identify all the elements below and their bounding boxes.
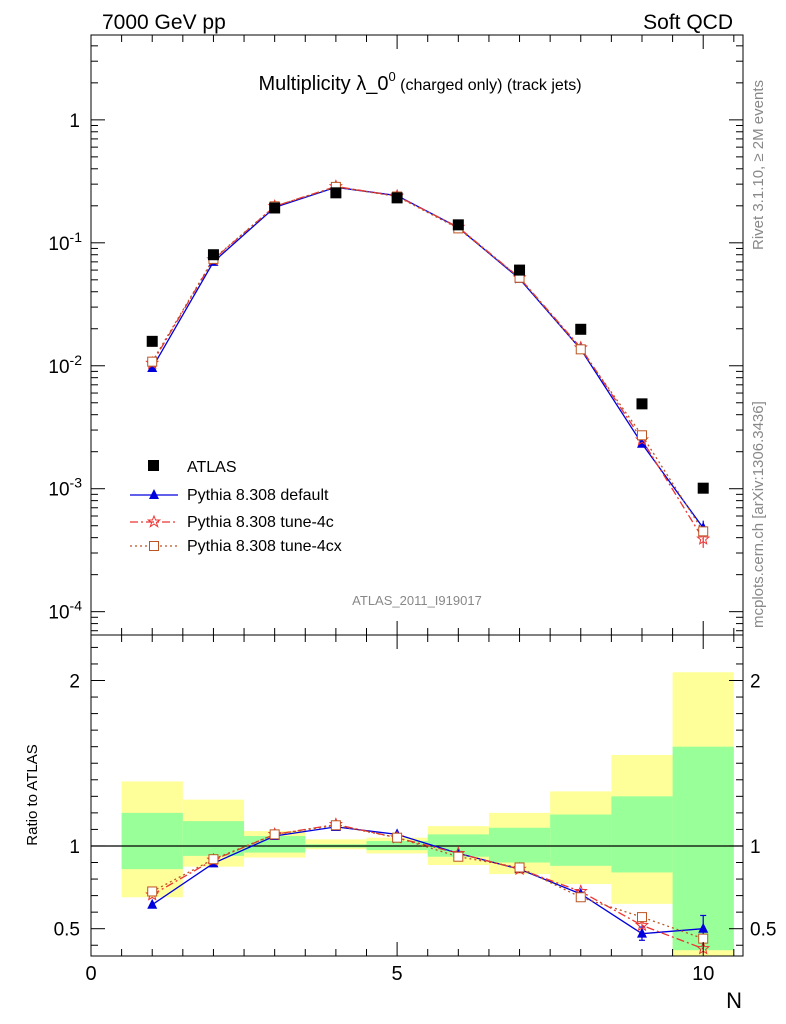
band-inner — [550, 814, 612, 866]
ratio-point-tune4cx — [147, 886, 158, 897]
legend-label-atlas: ATLAS — [187, 459, 237, 476]
band-inner — [182, 821, 245, 856]
ratio-point-tune4cx — [698, 933, 709, 944]
ratio-y-label: Ratio to ATLAS — [24, 744, 41, 845]
y-tick-label: 10-3 — [48, 475, 82, 501]
main-line-tune4cx — [151, 186, 704, 532]
y-tick-label: 10-2 — [48, 352, 82, 378]
legend-label-tune4cx: Pythia 8.308 tune-4cx — [187, 538, 342, 555]
main-axis: 10-4 10-3 10-2 10-1 1 — [48, 35, 743, 635]
main-plot-area — [145, 179, 711, 548]
ratio-panel: 0.5 0.5 1 1 2 2 0 5 10 Ratio to ATLAS N — [24, 634, 776, 1013]
legend-marker-default — [149, 489, 159, 499]
main-point-atlas — [636, 398, 648, 410]
ratio-plot-area — [91, 672, 743, 956]
y-tick-label-right: 2 — [750, 672, 761, 693]
y-tick-label: 1 — [69, 111, 80, 132]
ratio-point-tune4cx — [208, 854, 219, 865]
plot-title: Multiplicity λ_00 (charged only) (track … — [258, 69, 581, 95]
ratio-line-tune4cx — [151, 824, 704, 940]
y-tick-label: 10-1 — [48, 229, 82, 255]
main-point-tune4cx — [575, 344, 586, 355]
ratio-point-default — [147, 898, 158, 909]
ratio-point-tune4cx — [269, 829, 280, 840]
ratio-point-tune4c — [635, 918, 649, 932]
y-tick-label: 1 — [69, 837, 80, 858]
y-tick-label-right: 0.5 — [750, 920, 776, 941]
legend-marker-tune4cx — [149, 541, 159, 551]
x-tick-label: 10 — [692, 963, 714, 985]
y-tick-label-right: 1 — [750, 837, 761, 858]
main-point-tune4cx — [698, 526, 709, 537]
ratio-line-default — [151, 826, 704, 935]
plot-title-sup: 0 — [388, 69, 395, 84]
legend: ATLAS Pythia 8.308 default Pythia 8.308 … — [130, 459, 342, 555]
beam-label: 7000 GeV pp — [102, 11, 226, 34]
band-inner — [611, 796, 673, 873]
y-tick-label: 2 — [69, 672, 80, 693]
ratio-point-tune4cx — [453, 851, 464, 862]
main-point-tune4cx — [147, 356, 158, 367]
mcplots-label: mcplots.cern.ch [arXiv:1306.3436] — [750, 401, 767, 628]
main-point-atlas — [452, 219, 464, 231]
rivet-label: Rivet 3.1.10, ≥ 2M events — [750, 80, 767, 250]
band-inner — [488, 827, 551, 863]
main-point-atlas — [391, 192, 403, 204]
main-panel: 10-4 10-3 10-2 10-1 1 Multiplicity λ_00 (cha… — [48, 34, 744, 636]
legend-marker-tune4c — [146, 514, 162, 528]
band-inner — [121, 812, 183, 870]
y-tick-label: 10-4 — [48, 598, 82, 624]
ratio-axis: 0.5 0.5 1 1 2 2 0 5 10 — [54, 635, 776, 985]
x-tick-label: 5 — [392, 963, 403, 985]
main-point-atlas — [330, 187, 342, 199]
main-point-tune4cx — [636, 430, 647, 441]
main-point-atlas — [207, 249, 219, 261]
legend-marker-atlas — [148, 460, 159, 471]
main-point-atlas — [269, 202, 281, 214]
legend-label-default: Pythia 8.308 default — [187, 487, 329, 504]
main-line-tune4c — [151, 185, 704, 540]
plot-title-main: Multiplicity λ_0 — [258, 73, 388, 95]
ratio-point-default — [636, 927, 647, 938]
ratio-point-tune4cx — [330, 820, 341, 831]
ratio-point-tune4cx — [636, 912, 647, 923]
band-inner — [244, 836, 306, 853]
main-point-atlas — [514, 264, 526, 276]
ratio-point-tune4cx — [575, 892, 586, 903]
analysis-id: ATLAS_2011_I919017 — [352, 593, 482, 608]
main-point-default — [147, 361, 158, 372]
ratio-line-tune4c — [151, 823, 704, 950]
ratio-point-tune4cx — [392, 832, 403, 843]
ratio-point-default — [698, 922, 709, 933]
x-axis-label: N — [726, 988, 742, 1013]
main-line-default — [151, 186, 704, 529]
main-point-atlas — [575, 323, 587, 335]
ratio-point-tune4cx — [514, 862, 525, 873]
main-point-atlas — [146, 335, 158, 347]
main-point-tune4c — [696, 531, 711, 545]
main-point-atlas — [697, 482, 709, 494]
plot-title-sub: (charged only) (track jets) — [396, 77, 582, 94]
process-label: Soft QCD — [643, 11, 733, 34]
x-tick-label: 0 — [85, 963, 96, 985]
y-tick-label: 0.5 — [54, 920, 80, 941]
legend-label-tune4c: Pythia 8.308 tune-4c — [187, 514, 334, 531]
ratio-frame — [90, 634, 744, 957]
